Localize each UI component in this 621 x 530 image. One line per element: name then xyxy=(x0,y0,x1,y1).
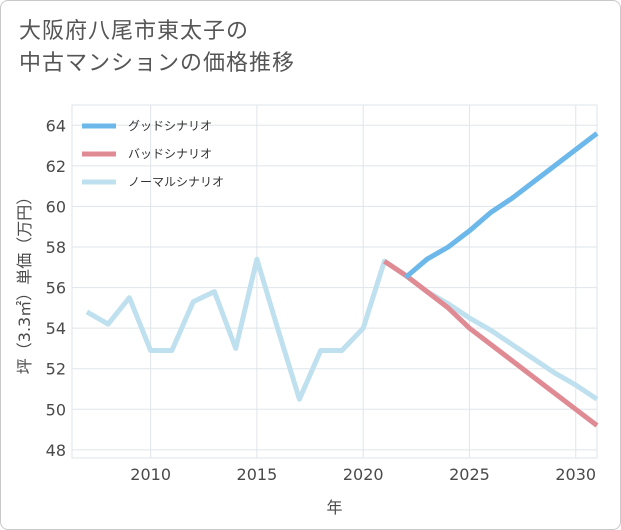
y-tick-label: 62 xyxy=(46,157,66,176)
x-tick-label: 2020 xyxy=(343,465,384,484)
y-tick-label: 60 xyxy=(46,197,66,216)
legend-label: グッドシナリオ xyxy=(128,119,212,133)
series-lines xyxy=(85,131,599,428)
x-tick-label: 2010 xyxy=(130,465,171,484)
series-line-0 xyxy=(404,131,599,280)
x-tick-label: 2025 xyxy=(449,465,490,484)
legend-label: ノーマルシナリオ xyxy=(128,175,224,189)
y-tick-label: 52 xyxy=(46,360,66,379)
series-line-2 xyxy=(85,256,599,402)
y-tick-label: 56 xyxy=(46,279,66,298)
chart-title: 大阪府八尾市東太子の 中古マンションの価格推移 xyxy=(19,16,295,80)
x-tick-label: 2015 xyxy=(237,465,278,484)
axes: 48 50 52 54 56 58 60 62 64 2010 2015 2020 2025 2030 xyxy=(46,116,596,484)
series-line-1 xyxy=(383,259,599,428)
grid xyxy=(71,104,598,459)
chart-title-line-1: 大阪府八尾市東太子の xyxy=(19,19,250,44)
y-tick-label: 58 xyxy=(46,238,66,257)
y-axis-title: 坪（3.3㎡）単価（万円） xyxy=(15,189,34,374)
y-tick-label: 54 xyxy=(46,319,66,338)
y-tick-label: 50 xyxy=(46,400,66,419)
legend-label: バッドシナリオ xyxy=(128,147,212,161)
y-tick-label: 48 xyxy=(46,441,66,460)
x-tick-label: 2030 xyxy=(555,465,596,484)
y-tick-label: 64 xyxy=(46,116,66,135)
chart-title-line-2: 中古マンションの価格推移 xyxy=(19,51,296,76)
x-axis-title: 年 xyxy=(326,498,342,517)
plot-frame xyxy=(71,104,598,459)
